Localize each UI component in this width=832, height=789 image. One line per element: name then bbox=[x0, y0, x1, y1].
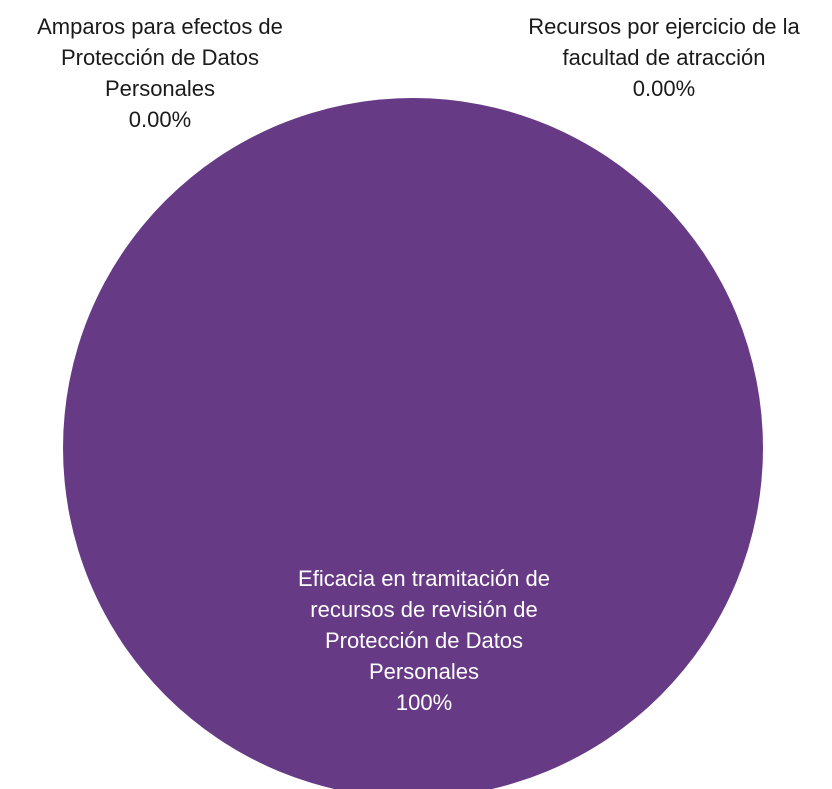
slice-label-line: 100% bbox=[396, 690, 452, 715]
slice-label-line: 0.00% bbox=[129, 107, 191, 132]
pie-labels: Amparos para efectos de Protección de Dat… bbox=[37, 14, 800, 715]
slice-label-line: Protección de Datos bbox=[325, 628, 523, 653]
slice-label-line: Amparos para efectos de bbox=[37, 14, 283, 39]
slice-label-line: recursos de revisión de bbox=[310, 597, 537, 622]
slice-label-line: Eficacia en tramitación de bbox=[298, 566, 550, 591]
slice-label-line: 0.00% bbox=[633, 76, 695, 101]
slice-label: Eficacia en tramitación de recursos de re… bbox=[298, 566, 550, 715]
slice-label-line: facultad de atracción bbox=[562, 45, 765, 70]
slice-label-line: Protección de Datos bbox=[61, 45, 259, 70]
slice-label: Amparos para efectos de Protección de Dat… bbox=[37, 14, 283, 132]
slice-label-line: Recursos por ejercicio de la bbox=[528, 14, 800, 39]
slice-label-line: Personales bbox=[105, 76, 215, 101]
slice-label: Recursos por ejercicio de la facultad de … bbox=[528, 14, 800, 101]
pie-slices bbox=[63, 98, 763, 789]
pie-slice bbox=[63, 98, 763, 789]
slice-label-line: Personales bbox=[369, 659, 479, 684]
